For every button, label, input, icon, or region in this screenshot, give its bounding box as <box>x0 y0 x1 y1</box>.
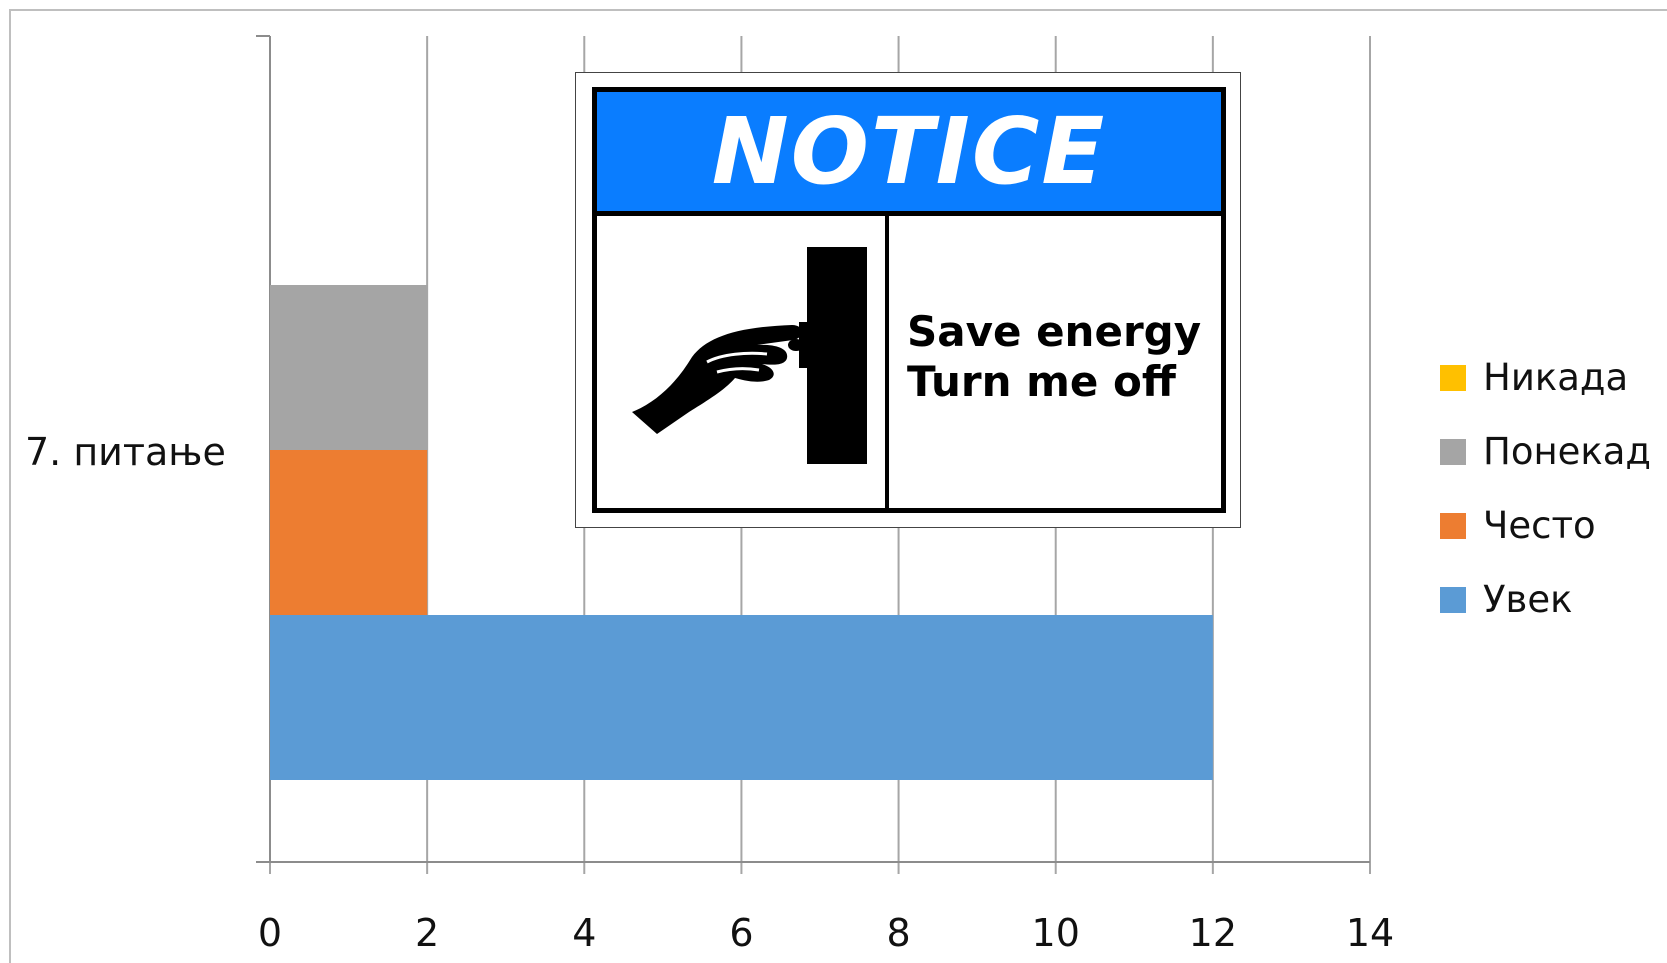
legend-swatch <box>1440 365 1466 391</box>
bar-Увек <box>270 615 1213 780</box>
legend-label: Често <box>1483 504 1596 547</box>
x-tick-label: 0 <box>258 911 282 955</box>
x-tick-label: 14 <box>1346 911 1394 955</box>
notice-message: Save energy Turn me off <box>907 307 1217 407</box>
category-label: 7. питање <box>25 430 226 474</box>
hand-switch-icon <box>632 247 867 464</box>
notice-divider <box>885 216 889 508</box>
x-tick-label: 12 <box>1189 911 1237 955</box>
notice-header: NOTICE <box>597 92 1221 216</box>
x-tick-label: 8 <box>886 911 910 955</box>
bar-Често <box>270 450 428 615</box>
notice-line-1: Save energy <box>907 307 1202 356</box>
legend-swatch <box>1440 513 1466 539</box>
bar-Понекад <box>270 285 428 450</box>
notice-title: NOTICE <box>711 98 1107 205</box>
legend-label: Увек <box>1483 578 1573 621</box>
legend-swatch <box>1440 587 1466 613</box>
legend-label: Никада <box>1483 356 1629 399</box>
x-tick-label: 6 <box>729 911 753 955</box>
notice-sign-image: NOTICE Save energy Turn me off <box>575 72 1241 528</box>
legend-label: Понекад <box>1483 430 1652 473</box>
x-tick-label: 2 <box>415 911 439 955</box>
notice-line-2: Turn me off <box>907 357 1176 406</box>
x-tick-label: 4 <box>572 911 596 955</box>
notice-sign-border: NOTICE Save energy Turn me off <box>592 87 1226 513</box>
chart-border <box>9 9 1667 963</box>
legend-swatch <box>1440 439 1466 465</box>
x-tick-label: 10 <box>1032 911 1080 955</box>
